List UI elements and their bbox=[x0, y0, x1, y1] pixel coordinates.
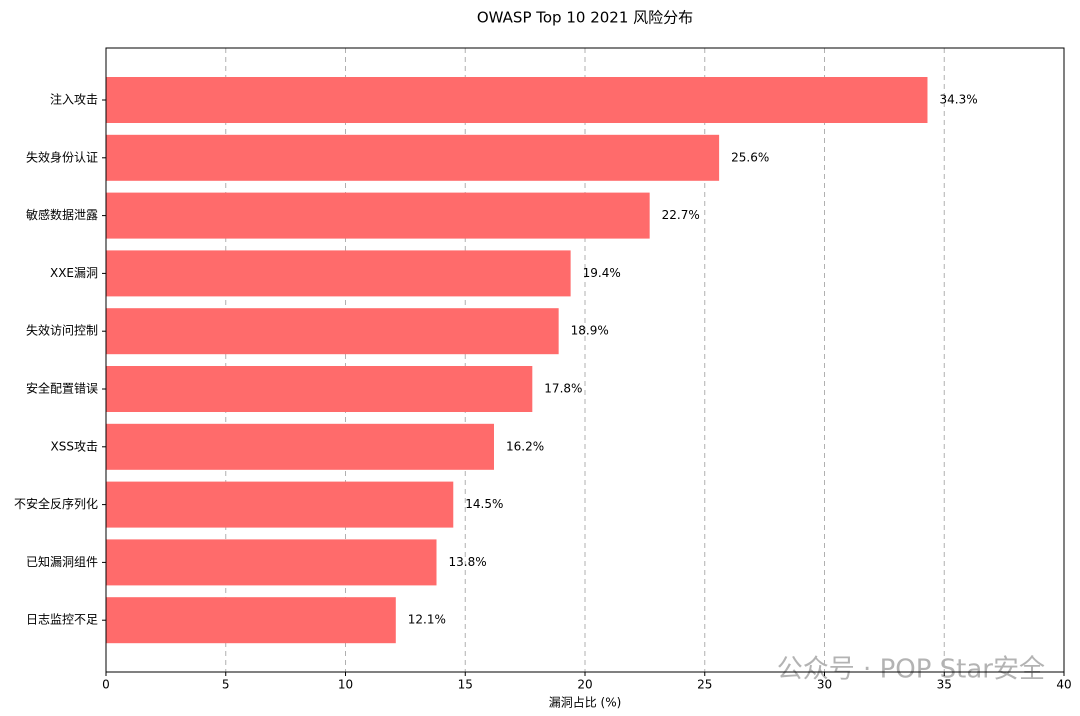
chart-title: OWASP Top 10 2021 风险分布 bbox=[477, 9, 693, 27]
y-tick-label: 安全配置错误 bbox=[26, 381, 98, 396]
x-tick-label: 30 bbox=[817, 678, 832, 692]
x-tick-label: 25 bbox=[697, 678, 712, 692]
bar bbox=[106, 481, 454, 528]
bar bbox=[106, 308, 559, 355]
bar bbox=[106, 77, 928, 123]
value-label: 19.4% bbox=[583, 266, 621, 280]
bar bbox=[106, 134, 720, 181]
y-tick-label: 敏感数据泄露 bbox=[26, 207, 98, 222]
x-tick-label: 5 bbox=[222, 678, 230, 692]
bar bbox=[106, 366, 533, 412]
value-label: 34.3% bbox=[939, 93, 977, 107]
x-tick-label: 20 bbox=[577, 678, 592, 692]
value-label: 12.1% bbox=[408, 613, 446, 627]
value-label: 17.8% bbox=[544, 382, 582, 396]
bar bbox=[106, 423, 494, 470]
x-tick-label: 0 bbox=[102, 678, 110, 692]
bar bbox=[106, 250, 571, 297]
x-tick-label: 35 bbox=[937, 678, 952, 692]
value-label: 13.8% bbox=[449, 555, 487, 569]
y-tick-label: XXE漏洞 bbox=[50, 266, 98, 280]
y-tick-label: 失效身份认证 bbox=[26, 149, 98, 164]
bar bbox=[106, 192, 650, 239]
value-label: 14.5% bbox=[465, 497, 503, 511]
value-label: 16.2% bbox=[506, 439, 544, 453]
y-tick-label: 不安全反序列化 bbox=[14, 496, 98, 511]
bar bbox=[106, 597, 396, 644]
x-axis-label: 漏洞占比 (%) bbox=[549, 695, 622, 710]
x-tick-label: 40 bbox=[1056, 678, 1071, 692]
plot-frame bbox=[105, 47, 1065, 673]
y-tick-label: XSS攻击 bbox=[51, 439, 98, 453]
y-tick-label: 日志监控不足 bbox=[26, 613, 98, 627]
y-tick-label: 已知漏洞组件 bbox=[26, 555, 98, 569]
y-tick-label: 注入攻击 bbox=[50, 92, 98, 107]
y-tick-label: 失效访问控制 bbox=[26, 323, 98, 338]
value-label: 18.9% bbox=[571, 324, 609, 338]
watermark: 公众号 · POP Star安全 bbox=[777, 655, 1045, 685]
bar bbox=[106, 539, 437, 586]
x-tick-label: 15 bbox=[458, 678, 473, 692]
value-label: 25.6% bbox=[731, 150, 769, 164]
value-label: 22.7% bbox=[662, 208, 700, 222]
x-tick-label: 10 bbox=[338, 678, 353, 692]
